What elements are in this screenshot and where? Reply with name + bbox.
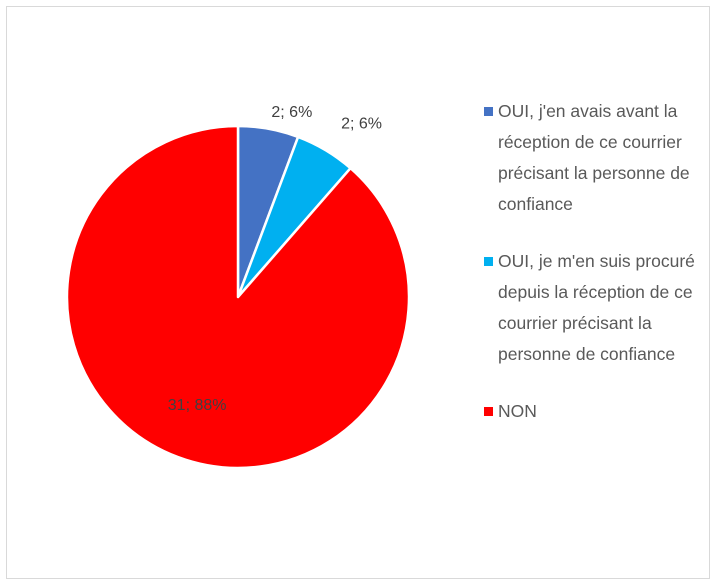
data-label: 31; 88% [168,397,227,414]
data-label: 2; 6% [341,116,382,133]
legend-entry: OUI, je m'en suis procuré depuis la réce… [482,246,697,370]
legend-label: NON [498,401,537,421]
legend: OUI, j'en avais avant la réception de ce… [482,96,697,453]
chart-frame [6,6,710,579]
legend-swatch [484,257,493,266]
legend-swatch [484,407,493,416]
legend-label: OUI, j'en avais avant la réception de ce… [498,101,690,214]
data-label: 2; 6% [271,104,312,121]
legend-label: OUI, je m'en suis procuré depuis la réce… [498,251,695,364]
legend-entry: NON [482,396,697,427]
legend-swatch [484,107,493,116]
pie-slice [65,124,411,470]
legend-entry: OUI, j'en avais avant la réception de ce… [482,96,697,220]
